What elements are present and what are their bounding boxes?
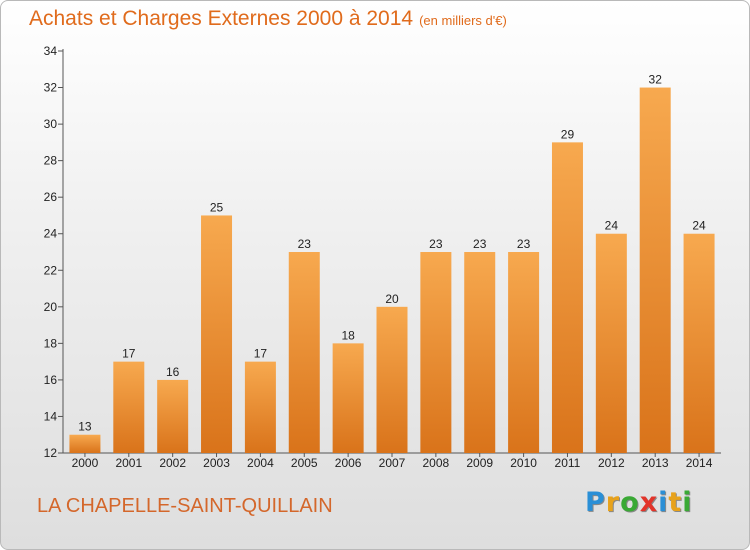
y-tick-label: 24 <box>44 227 58 241</box>
y-tick-label: 20 <box>44 300 58 314</box>
x-tick-label-2005: 2005 <box>291 456 318 470</box>
value-label-2012: 24 <box>605 219 619 233</box>
chart-subtitle: (en milliers d'€) <box>419 13 507 28</box>
y-tick-label: 28 <box>44 154 58 168</box>
logo-letter: P <box>585 487 606 518</box>
x-tick-label-2006: 2006 <box>335 456 362 470</box>
x-tick-label-2013: 2013 <box>642 456 669 470</box>
x-tick-label-2004: 2004 <box>247 456 274 470</box>
bar-2003 <box>201 215 233 453</box>
x-tick-label-2009: 2009 <box>466 456 493 470</box>
bar-2011 <box>551 142 583 453</box>
value-label-2007: 20 <box>385 292 399 306</box>
y-tick-label: 22 <box>44 263 58 277</box>
x-tick-label-2007: 2007 <box>379 456 406 470</box>
value-label-2006: 18 <box>341 328 355 342</box>
value-label-2013: 32 <box>649 73 663 87</box>
value-label-2003: 25 <box>210 200 224 214</box>
y-tick-label: 34 <box>44 44 58 58</box>
chart-title-text: Achats et Charges Externes 2000 à 2014 <box>29 7 414 30</box>
value-label-2001: 17 <box>122 347 136 361</box>
y-tick-label: 12 <box>44 446 58 460</box>
bar-2007 <box>376 306 408 453</box>
bar-2008 <box>420 252 452 453</box>
x-tick-label-2010: 2010 <box>510 456 537 470</box>
bar-2006 <box>332 343 364 453</box>
bar-2001 <box>113 361 145 453</box>
y-tick-label: 14 <box>44 409 58 423</box>
y-tick-label: 18 <box>44 336 58 350</box>
value-label-2008: 23 <box>429 237 443 251</box>
proxiti-logo: Proxiti <box>585 487 693 518</box>
bar-2014 <box>683 233 715 453</box>
logo-letter: t <box>668 487 683 518</box>
value-label-2005: 23 <box>298 237 312 251</box>
bar-2012 <box>595 233 627 453</box>
x-tick-label-2008: 2008 <box>423 456 450 470</box>
x-tick-label-2000: 2000 <box>72 456 99 470</box>
chart-title: Achats et Charges Externes 2000 à 2014 (e… <box>29 7 507 31</box>
value-label-2004: 17 <box>254 347 268 361</box>
x-tick-label-2012: 2012 <box>598 456 625 470</box>
bar-2010 <box>508 252 540 453</box>
bar-2005 <box>288 252 320 453</box>
x-tick-label-2011: 2011 <box>555 456 581 470</box>
x-tick-label-2003: 2003 <box>203 456 230 470</box>
x-tick-label-2014: 2014 <box>686 456 713 470</box>
x-tick-label-2001: 2001 <box>115 456 142 470</box>
bar-2009 <box>464 252 496 453</box>
bar-2002 <box>157 379 189 453</box>
value-label-2014: 24 <box>692 219 706 233</box>
chart-bars <box>69 87 715 453</box>
value-label-2010: 23 <box>517 237 531 251</box>
value-label-2002: 16 <box>166 365 180 379</box>
value-label-2009: 23 <box>473 237 487 251</box>
x-tick-label-2002: 2002 <box>159 456 186 470</box>
logo-letter: i <box>682 487 693 518</box>
logo-letter: r <box>605 487 621 518</box>
y-tick-label: 32 <box>44 81 58 95</box>
value-label-2000: 13 <box>78 420 92 434</box>
y-tick-label: 26 <box>44 190 58 204</box>
logo-letter: i <box>658 487 669 518</box>
chart-labels: 13 2000 17 2001 16 2002 25 2003 17 2004 23 2005 18 20… <box>72 73 713 470</box>
bar-2013 <box>639 87 671 453</box>
logo-letter: x <box>639 487 659 518</box>
value-label-2011: 29 <box>561 127 575 141</box>
bar-2004 <box>244 361 276 453</box>
commune-name: LA CHAPELLE-SAINT-QUILLAIN <box>37 495 333 517</box>
y-tick-label: 30 <box>44 117 58 131</box>
bar-2000 <box>69 434 101 453</box>
logo-letter: o <box>620 487 640 518</box>
y-tick-label: 16 <box>44 373 58 387</box>
